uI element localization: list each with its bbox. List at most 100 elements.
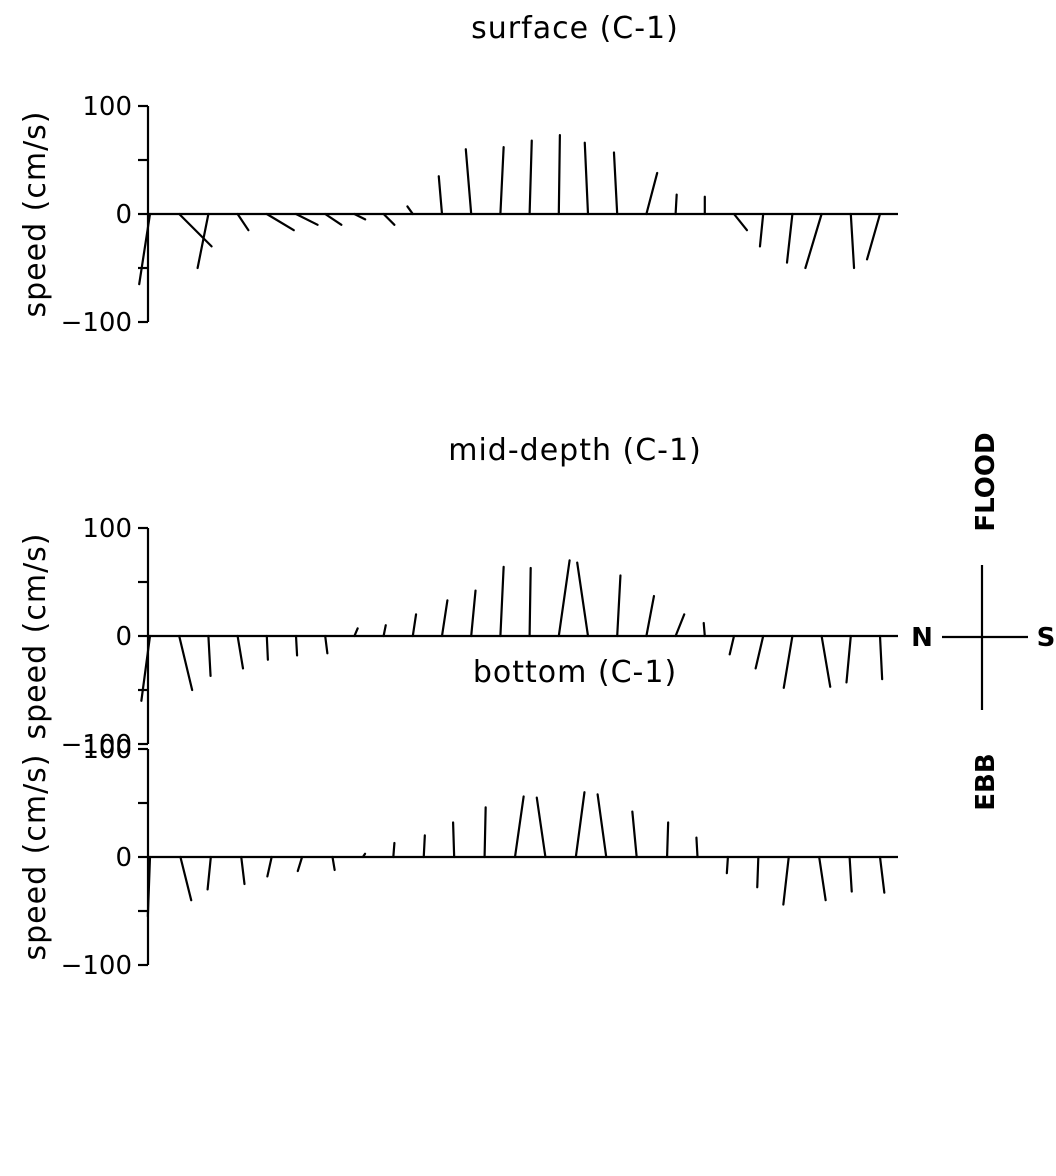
velocity-stick bbox=[845, 634, 852, 684]
velocity-stick bbox=[848, 855, 853, 893]
velocity-stick bbox=[583, 141, 590, 216]
velocity-stick bbox=[140, 634, 152, 702]
surface-panel: surface (C-1) speed (cm/s) 100 0 −100 bbox=[18, 11, 898, 338]
velocity-stick bbox=[265, 634, 269, 661]
velocity-stick bbox=[361, 852, 367, 859]
velocity-stick bbox=[206, 855, 212, 891]
velocity-stick bbox=[196, 212, 210, 270]
velocity-stick bbox=[406, 205, 414, 216]
velocity-stick bbox=[557, 559, 571, 638]
velocity-stick bbox=[240, 855, 246, 886]
velocity-stick bbox=[528, 566, 532, 638]
velocity-stick bbox=[353, 627, 359, 638]
velocity-stick bbox=[574, 791, 586, 859]
velocity-stick bbox=[756, 855, 760, 889]
compass-s-label: S bbox=[1037, 623, 1056, 653]
y-tick-label: 0 bbox=[115, 843, 132, 873]
velocity-stick bbox=[499, 145, 505, 216]
velocity-stick bbox=[820, 634, 832, 688]
velocity-stick bbox=[451, 821, 456, 859]
y-tick-label: 0 bbox=[115, 622, 132, 652]
velocity-stick bbox=[464, 148, 473, 216]
velocity-stick bbox=[296, 855, 304, 873]
velocity-stick bbox=[849, 212, 856, 270]
velocity-stick bbox=[557, 134, 561, 216]
velocity-stick bbox=[865, 212, 882, 261]
velocity-stick bbox=[732, 212, 749, 232]
y-tick-label: 0 bbox=[115, 200, 132, 230]
velocity-stick bbox=[146, 855, 152, 918]
velocity-stick bbox=[645, 171, 659, 216]
velocity-stick bbox=[535, 796, 547, 859]
y-tick-label: −100 bbox=[61, 730, 132, 760]
velocity-stick bbox=[728, 634, 736, 656]
velocity-stick bbox=[392, 841, 396, 859]
velocity-stick bbox=[674, 613, 686, 638]
velocity-stick bbox=[818, 855, 827, 902]
velocity-stick bbox=[437, 175, 444, 216]
velocity-stick bbox=[695, 836, 699, 859]
velocity-stick bbox=[758, 212, 765, 248]
y-tick-label: 100 bbox=[82, 735, 132, 765]
compass-ebb-label: EBB bbox=[971, 753, 1001, 810]
velocity-stick bbox=[878, 634, 884, 681]
velocity-stick bbox=[470, 589, 477, 638]
y-tick-label: −100 bbox=[61, 308, 132, 338]
velocity-stick bbox=[265, 212, 295, 232]
velocity-stick bbox=[440, 599, 449, 638]
velocity-stick bbox=[782, 634, 794, 689]
velocity-stick bbox=[236, 212, 250, 232]
velocity-stick bbox=[179, 855, 193, 902]
velocity-stick bbox=[483, 806, 487, 859]
velocity-stick bbox=[294, 212, 319, 226]
velocity-stick bbox=[596, 793, 608, 859]
velocity-stick bbox=[207, 634, 212, 678]
velocity-stick bbox=[422, 834, 426, 859]
y-axis-label: speed (cm/s) bbox=[18, 110, 53, 317]
velocity-stick bbox=[178, 212, 213, 248]
bottom-panel: bottom (C-1) speed (cm/s) 100 0 −100 bbox=[18, 655, 898, 981]
velocity-stick bbox=[804, 212, 823, 270]
velocity-stick bbox=[576, 561, 590, 638]
y-tick-label: −100 bbox=[61, 951, 132, 981]
velocity-stick bbox=[236, 634, 245, 670]
velocity-stick bbox=[499, 565, 505, 638]
velocity-stick bbox=[665, 821, 670, 859]
direction-compass: FLOOD EBB N S bbox=[911, 432, 1055, 810]
velocity-stick bbox=[353, 212, 367, 221]
y-tick-label: 100 bbox=[82, 514, 132, 544]
velocity-stick bbox=[782, 855, 790, 906]
velocity-stick bbox=[702, 621, 706, 638]
velocity-stick bbox=[612, 151, 619, 216]
velocity-stick bbox=[178, 634, 194, 692]
velocity-stick bbox=[411, 613, 418, 638]
mid-depth-panel: mid-depth (C-1) speed (cm/s) 100 0 −100 bbox=[18, 433, 898, 760]
compass-flood-label: FLOOD bbox=[971, 432, 1001, 531]
velocity-stick bbox=[324, 212, 343, 226]
velocity-stick bbox=[331, 855, 336, 872]
velocity-stick bbox=[674, 193, 678, 216]
panel-title: bottom (C-1) bbox=[473, 655, 677, 690]
velocity-stick bbox=[138, 212, 152, 286]
panel-title: mid-depth (C-1) bbox=[448, 433, 702, 468]
velocity-stick bbox=[725, 855, 730, 875]
velocity-stick bbox=[645, 594, 656, 638]
velocity-stick bbox=[294, 634, 299, 657]
y-tick-label: 100 bbox=[82, 92, 132, 122]
velocity-stick bbox=[266, 855, 273, 878]
velocity-stick bbox=[382, 212, 396, 226]
y-axis-label: speed (cm/s) bbox=[18, 753, 53, 960]
velocity-stick bbox=[382, 624, 387, 638]
velocity-stick bbox=[528, 139, 533, 216]
compass-n-label: N bbox=[911, 623, 933, 653]
velocity-stick bbox=[324, 634, 329, 655]
velocity-stick bbox=[878, 855, 886, 894]
panel-title: surface (C-1) bbox=[471, 11, 679, 46]
velocity-stick bbox=[785, 212, 794, 264]
velocity-stick bbox=[616, 574, 622, 638]
velocity-stick bbox=[754, 634, 765, 670]
velocity-stick bbox=[513, 795, 525, 859]
velocity-stick bbox=[631, 810, 638, 859]
y-axis-label: speed (cm/s) bbox=[18, 532, 53, 739]
